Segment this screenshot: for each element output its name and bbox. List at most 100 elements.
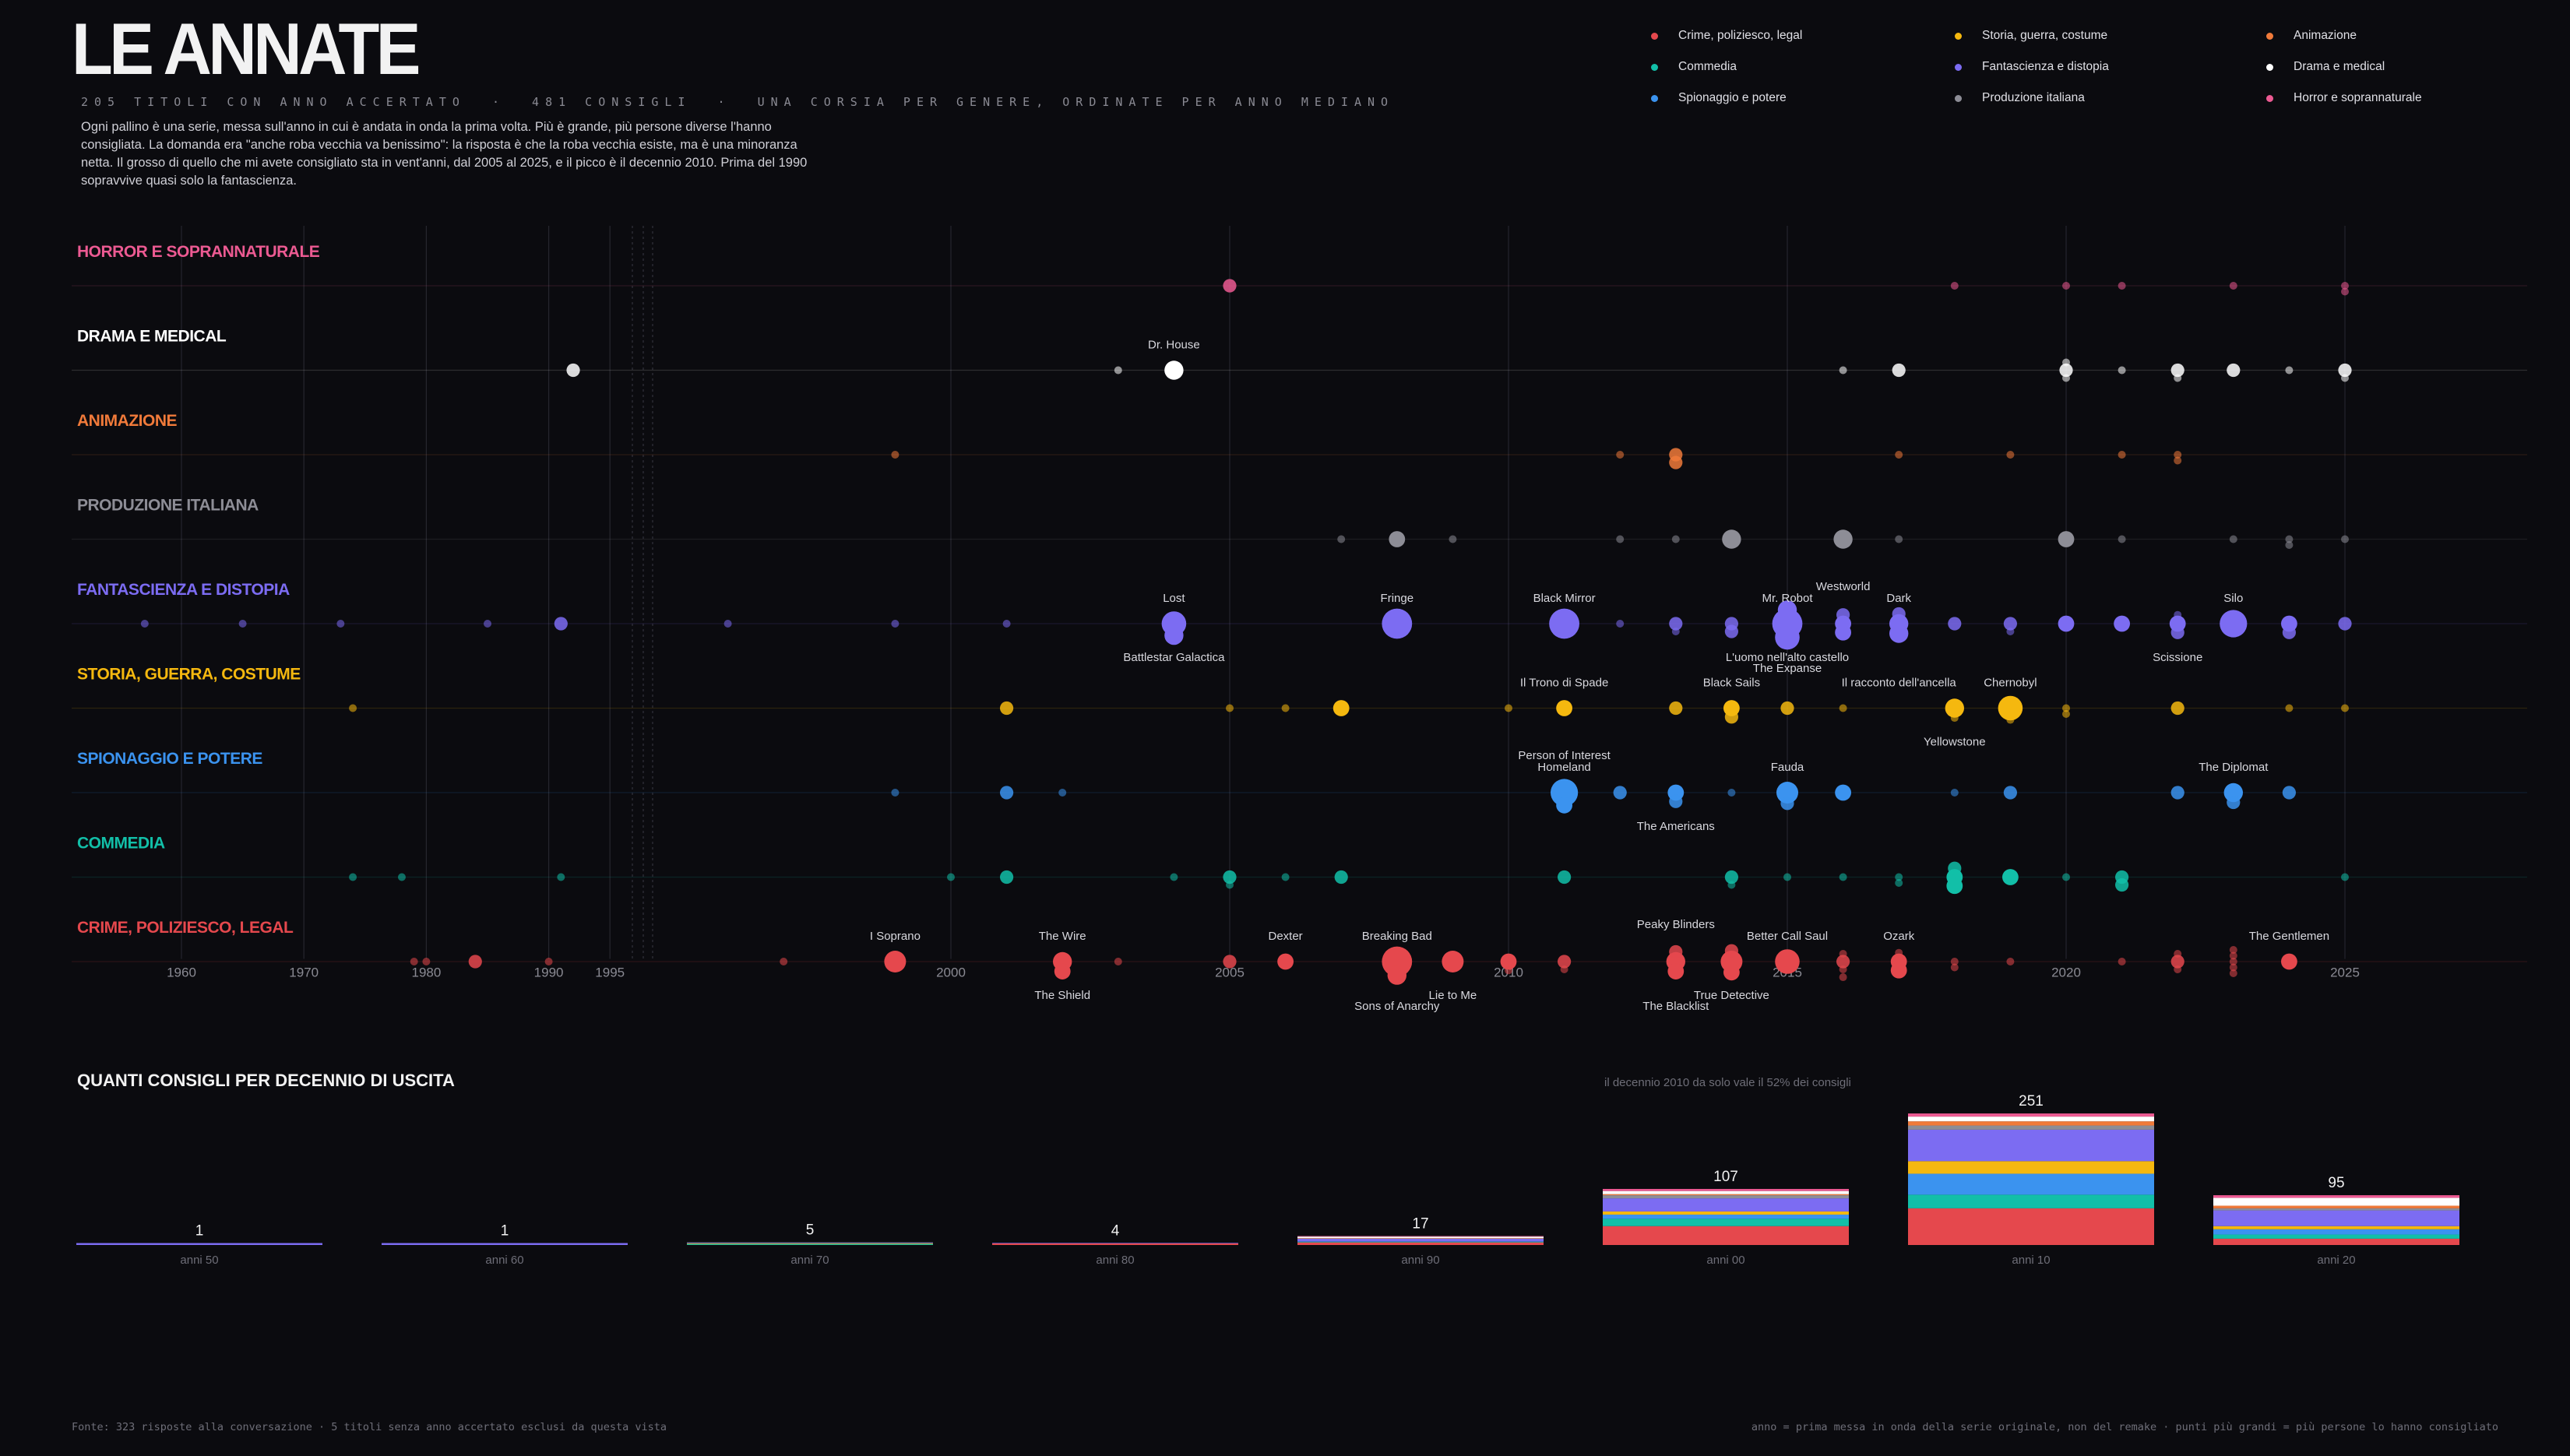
data-point — [1054, 963, 1071, 979]
data-point — [2118, 282, 2126, 290]
point-label: Scissione — [2153, 651, 2202, 664]
lane-label: CRIME, POLIZIESCO, LEGAL — [77, 919, 294, 937]
intro-text: Ogni pallino è una serie, messa sull'ann… — [81, 120, 808, 188]
bar-segment-comm — [1297, 1241, 1544, 1243]
footer-note: anno = prima messa in onda della serie o… — [1751, 1421, 2498, 1433]
data-point — [1895, 535, 1903, 543]
point-label: L'uomo nell'alto castello — [1726, 651, 1849, 664]
bar-segment-spy — [1908, 1173, 2154, 1195]
data-point — [2341, 282, 2349, 290]
data-point — [1722, 529, 1741, 549]
bar-segment-sf — [2213, 1210, 2459, 1226]
data-point — [1226, 881, 1234, 889]
bar-value-label: 4 — [1111, 1222, 1120, 1239]
data-point — [1780, 797, 1794, 811]
data-point — [1500, 953, 1517, 970]
point-label: Dr. House — [1148, 339, 1200, 352]
data-point — [1223, 279, 1237, 293]
point-label: The Wire — [1039, 930, 1086, 943]
legend-item-sf: Fantascienza e distopia — [1955, 59, 2109, 75]
data-point — [1277, 953, 1294, 970]
data-point — [891, 620, 900, 628]
bar-segment-comm — [1603, 1219, 1849, 1226]
legend-swatch — [1955, 94, 1962, 102]
data-point — [1549, 608, 1579, 639]
bar-segment-sf — [76, 1243, 322, 1245]
bar-segment-drama — [2213, 1198, 2459, 1206]
data-point — [1002, 620, 1011, 628]
data-point — [1613, 786, 1627, 800]
data-point — [2341, 535, 2349, 543]
data-point — [1164, 360, 1184, 380]
data-point — [1836, 608, 1850, 622]
bar-segment-storia — [2213, 1226, 2459, 1229]
bar-anni-80: 4 anni 80 — [992, 1222, 1238, 1267]
x-tick-label: 1980 — [411, 965, 441, 980]
data-point — [2174, 610, 2182, 619]
legend-swatch — [2266, 94, 2273, 102]
lane-label: HORROR E SOPRANNATURALE — [77, 243, 320, 261]
data-point — [238, 620, 247, 628]
legend-label: Storia, guerra, costume — [1982, 29, 2108, 42]
bar-segment-storia — [1908, 1161, 2154, 1174]
data-point — [1669, 617, 1683, 631]
data-point — [884, 951, 907, 972]
point-label: Westworld — [1816, 580, 1871, 593]
timeline-chart: 1960197019801990199520002005201020152020… — [72, 226, 2527, 1013]
data-point — [2229, 969, 2237, 977]
data-point — [2285, 366, 2294, 375]
point-label: Ozark — [1883, 930, 1915, 943]
data-point — [1000, 701, 1014, 716]
data-point — [1223, 955, 1237, 969]
x-tick-label: 1960 — [167, 965, 196, 980]
data-point — [1839, 704, 1847, 712]
lane-label: COMMEDIA — [77, 835, 165, 853]
point-label: Fauda — [1771, 761, 1804, 774]
bar-segment-comm — [687, 1243, 933, 1245]
lane-storia: STORIA, GUERRA, COSTUME Il Trono di Spade… — [72, 666, 2527, 749]
bar-segment-spy — [1297, 1241, 1544, 1242]
x-tick-label: 2020 — [2051, 965, 2081, 980]
data-point — [1835, 784, 1852, 801]
bar-segment-drama — [1297, 1236, 1544, 1239]
data-point — [1000, 870, 1014, 885]
legend-item-spy: Spionaggio e potere — [1651, 90, 1787, 106]
data-point — [1892, 363, 1906, 378]
legend-item-horror: Horror e soprannaturale — [2266, 90, 2422, 106]
data-point — [1671, 535, 1680, 543]
point-label: Breaking Bad — [1362, 930, 1432, 943]
data-point — [2006, 628, 2015, 636]
data-point — [2006, 958, 2015, 965]
data-point — [2229, 963, 2237, 972]
data-point — [1727, 881, 1736, 889]
data-point — [2170, 786, 2184, 800]
data-point — [2174, 451, 2182, 459]
data-point — [1669, 701, 1683, 716]
page-title: LE ANNATE — [72, 8, 421, 90]
point-label: Lost — [1163, 592, 1185, 605]
lane-label: SPIONAGGIO E POTERE — [77, 750, 262, 768]
data-point — [2174, 374, 2182, 382]
data-point — [1948, 861, 1962, 875]
data-point — [2115, 877, 2129, 892]
lane-label: PRODUZIONE ITALIANA — [77, 497, 259, 515]
data-point — [1780, 701, 1794, 716]
data-point — [1724, 624, 1738, 638]
data-point — [1895, 948, 1903, 957]
data-point — [1226, 704, 1234, 712]
data-point — [2058, 531, 2075, 547]
data-point — [2341, 287, 2349, 296]
decade-chart-title: QUANTI CONSIGLI PER DECENNIO DI USCITA — [77, 1071, 455, 1090]
bar-category-label: anni 90 — [1401, 1254, 1439, 1267]
data-point — [2285, 704, 2294, 712]
bar-value-label: 107 — [1713, 1169, 1738, 1185]
data-point — [891, 451, 900, 459]
data-point — [1669, 944, 1683, 959]
data-point — [1724, 870, 1738, 885]
legend-label: Spionaggio e potere — [1678, 91, 1787, 104]
data-point — [2170, 625, 2184, 639]
data-point — [1000, 786, 1014, 800]
data-point — [349, 704, 357, 712]
x-tick-label: 1995 — [595, 965, 625, 980]
point-label: True Detective — [1694, 989, 1769, 1002]
